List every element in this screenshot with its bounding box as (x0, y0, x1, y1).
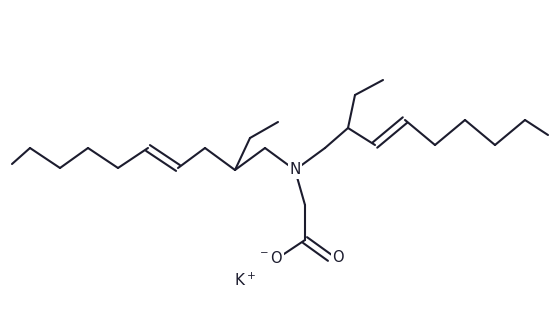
Text: O: O (332, 250, 344, 266)
Text: $^-$O: $^-$O (257, 250, 283, 266)
Text: N: N (290, 163, 301, 178)
Text: K$^+$: K$^+$ (234, 272, 256, 289)
